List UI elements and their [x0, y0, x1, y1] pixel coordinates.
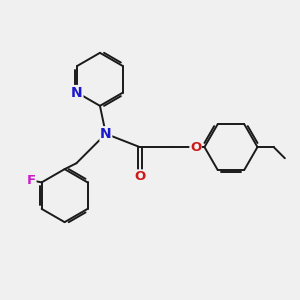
Text: N: N [71, 85, 83, 100]
Text: O: O [134, 170, 145, 183]
Text: F: F [27, 174, 36, 188]
Text: O: O [190, 141, 201, 154]
Text: N: N [100, 127, 112, 141]
